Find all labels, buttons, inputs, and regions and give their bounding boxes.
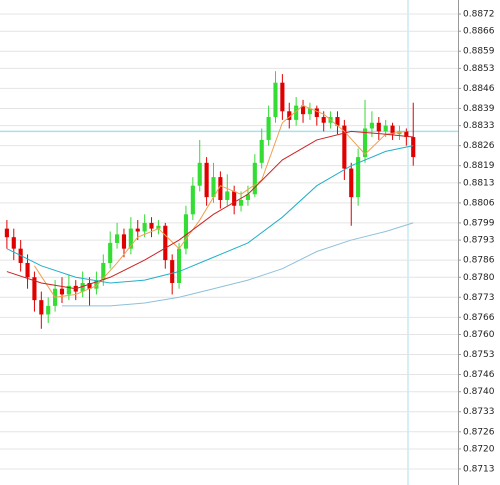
y-tick-label: 0.8839	[463, 104, 495, 114]
candle-body	[342, 125, 347, 169]
y-tick-label: 0.8733	[463, 407, 495, 417]
candle-body	[307, 108, 312, 115]
candle-body	[390, 125, 395, 135]
y-tick-label: 0.8760	[463, 330, 495, 340]
candle-body	[245, 194, 251, 201]
candle-body	[170, 260, 175, 283]
y-tick-label: 0.8786	[463, 256, 495, 266]
y-tick-label: 0.8859	[463, 47, 495, 57]
candle-body	[190, 185, 195, 215]
candle-body	[32, 277, 37, 301]
candle-body	[294, 105, 299, 120]
y-tick-label: 0.8826	[463, 141, 495, 151]
y-tick-label: 0.8819	[463, 161, 495, 171]
candle-body	[115, 234, 120, 243]
y-tick-label: 0.8806	[463, 198, 495, 208]
candle-body	[156, 225, 161, 229]
candle-body	[39, 300, 44, 315]
candle-body	[266, 117, 271, 140]
y-tick-label: 0.8746	[463, 370, 495, 380]
candle-body	[218, 177, 223, 201]
y-tick-label: 0.8872	[463, 10, 495, 20]
candle-body	[121, 234, 127, 249]
candle-body	[80, 282, 85, 292]
candle-body	[300, 105, 306, 115]
moving-average-line	[6, 130, 414, 290]
candle-body	[142, 222, 147, 232]
candle-body	[404, 131, 409, 138]
y-tick-label: 0.8766	[463, 313, 495, 323]
candle-body	[362, 128, 368, 158]
candle-body	[280, 82, 285, 112]
candle-body	[383, 125, 388, 132]
candle-body	[259, 139, 264, 163]
candle-body	[94, 280, 99, 289]
candle-body	[66, 285, 71, 295]
candle-body	[232, 191, 237, 206]
y-tick-label: 0.8726	[463, 427, 495, 437]
candle-body	[349, 168, 354, 198]
y-tick-label: 0.8713	[463, 464, 495, 474]
candle-body	[183, 214, 189, 249]
candle-body	[135, 228, 140, 232]
candle-body	[238, 200, 244, 206]
y-tick-label: 0.8799	[463, 218, 495, 228]
candle-body	[314, 108, 319, 118]
candle-body	[197, 162, 202, 186]
candle-body	[4, 228, 9, 238]
candle-body	[411, 137, 416, 158]
y-tick-label: 0.8720	[463, 444, 495, 454]
candle-body	[335, 117, 340, 126]
candle-body	[211, 177, 216, 198]
candle-body	[108, 242, 113, 263]
y-tick-label: 0.8740	[463, 387, 495, 397]
candle-body	[11, 237, 16, 249]
y-tick-label: 0.8853	[463, 64, 495, 74]
candle-body	[252, 162, 257, 195]
candle-body	[225, 191, 230, 201]
moving-average-line	[61, 222, 414, 307]
candle-body	[369, 122, 374, 129]
moving-average-line	[6, 145, 414, 284]
candle-body	[25, 262, 30, 278]
y-tick-label: 0.8780	[463, 273, 495, 283]
candle-body	[101, 262, 106, 281]
candle-body	[87, 282, 92, 289]
y-tick-label: 0.8753	[463, 350, 495, 360]
y-tick-label: 0.8866	[463, 27, 495, 37]
candle-body	[59, 288, 65, 295]
candle-body	[273, 82, 278, 118]
candle-body	[163, 225, 168, 261]
candle-body	[321, 117, 326, 123]
candle-body	[204, 162, 209, 198]
moving-average-line	[34, 105, 407, 298]
y-tick-label: 0.8773	[463, 293, 495, 303]
candle-body	[149, 222, 154, 229]
y-tick-label: 0.8833	[463, 121, 495, 131]
candle-body	[128, 228, 133, 249]
y-tick-label: 0.8846	[463, 84, 495, 94]
candle-body	[177, 248, 182, 283]
y-tick-label: 0.8813	[463, 178, 495, 188]
candle-body	[287, 111, 292, 120]
plot-area	[0, 0, 458, 485]
candle-body	[356, 157, 361, 198]
candle-body	[46, 305, 51, 315]
y-tick-label: 0.8793	[463, 236, 495, 246]
candle-body	[376, 122, 381, 132]
